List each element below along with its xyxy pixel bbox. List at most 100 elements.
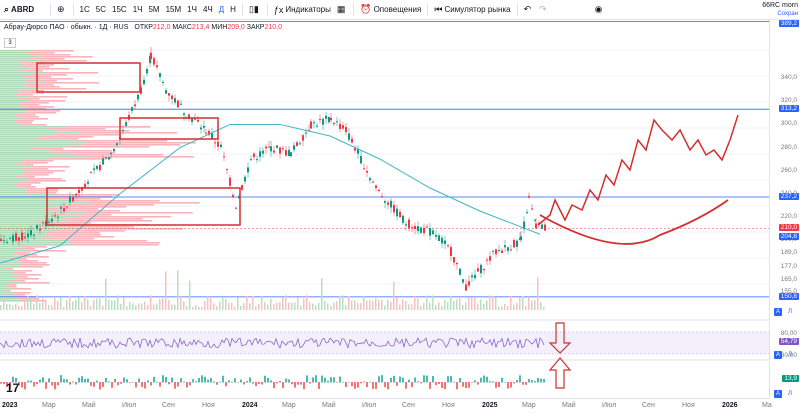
moving-average-line [0,123,541,264]
interval-15m[interactable]: 15М [165,5,182,14]
macd-bar [75,382,77,385]
volume-profile-bar [0,160,25,162]
volume-bar [285,295,287,310]
volume-bar [522,296,524,310]
volume-profile-bar [22,66,50,68]
volume-bar [525,305,527,310]
interval-5m[interactable]: 5М [148,5,160,14]
macd-bar [486,376,488,383]
time-axis[interactable]: 2023 Мар Май Июл Сен Ноя 2024 Мар Май Июл Сен Ноя 20… [0,398,772,413]
candle-body [54,215,56,217]
volume-bar [57,300,59,310]
candle-body [18,237,20,241]
candle-body [308,129,310,131]
log-scale-button[interactable]: Л [788,309,792,315]
volume-profile-bar [26,190,58,192]
candle-body [498,249,500,251]
undo-button[interactable]: ↶ [521,0,537,19]
interval-week[interactable]: Н [230,5,236,14]
divider [50,3,51,16]
account-area[interactable]: 66RC morn Сохран [744,0,800,19]
indicators-button[interactable]: ƒx Индикаторы [273,4,331,15]
chart-type-button[interactable]: ▯▮ [246,0,264,19]
snapshot-button[interactable]: ◉ [592,0,608,19]
volume-profile-bar [25,192,57,194]
volume-profile-bar [21,102,49,104]
volume-profile-bar [66,240,148,242]
time-tick: 2025 [482,402,498,409]
auto-scale-button[interactable]: A [774,390,782,398]
macd-bar [396,382,398,386]
macd-bar [375,382,377,389]
price-chart-area[interactable] [0,20,770,398]
save-status: Сохран [777,11,798,17]
candle-body [471,275,473,278]
add-symbol-button[interactable]: ⊕ [54,0,70,19]
symbol-search[interactable]: ⌕ ABRD [4,4,35,14]
price-label: 389,2 [778,20,799,27]
macd-bar [543,378,545,383]
volume-profile-bar [77,216,172,218]
layout-button[interactable]: ▦ [334,0,351,19]
interval-1h-b[interactable]: 1Ч [187,5,197,14]
redo-icon: ↷ [539,4,547,14]
candle-body [316,125,318,127]
price-axis[interactable]: 340,0320,0300,0280,0260,0240,0220,0200,0… [769,20,800,398]
volume-bar [72,301,74,310]
log-scale-button[interactable]: Л [788,352,792,358]
macd-bar [192,379,194,383]
annotation-box [119,117,219,140]
macd-bar [174,382,176,389]
macd-bar [186,382,188,388]
candle-body [302,135,304,141]
volume-profile-bar [0,274,19,276]
macd-bar [474,380,476,383]
volume-profile-bar [0,78,33,80]
volume-profile-bar [20,300,47,302]
macd-bar [99,382,101,390]
candle-body [510,249,512,251]
log-scale-button[interactable]: Л [788,391,792,397]
interval-1s[interactable]: 1С [79,5,90,14]
volume-profile-bar [0,70,20,72]
macd-bar [90,382,92,386]
volume-profile-bar [0,126,68,128]
volume-bar [465,302,467,310]
volume-profile-bar [82,228,184,230]
volume-bar [468,297,470,310]
volume-profile-bar [53,194,120,196]
indicator-collapse-button[interactable]: 3 [4,38,16,48]
interval-4h[interactable]: 4Ч [202,5,213,14]
volume-profile-bar [0,116,18,118]
interval-1h[interactable]: 1Ч [132,5,143,14]
volume-bar [102,305,104,310]
volume-profile-bar [14,94,34,96]
candle-body [426,226,428,228]
volume-bar [216,306,218,310]
interval-5s[interactable]: 5С [95,5,107,14]
volume-bar [228,302,230,310]
volume-bar [387,299,389,310]
candle-body [270,146,272,152]
replay-button[interactable]: ⏮ Симулятор рынка [434,4,511,14]
macd-bar [528,378,530,383]
tradingview-logo[interactable]: 17 [6,381,20,395]
time-tick: Мар [522,402,536,409]
macd-bar [162,375,164,383]
candle-body [9,238,11,240]
time-tick: Ноя [202,402,215,409]
auto-scale-button[interactable]: A [774,351,782,359]
candle-body [483,269,485,271]
auto-scale-button[interactable]: A [774,308,782,316]
volume-profile-bar [15,248,35,250]
rsi-line [0,337,545,350]
alerts-button[interactable]: ⏰ Оповещения [360,4,422,14]
volume-profile-bar [0,248,16,250]
candle-body [345,127,347,133]
interval-day[interactable]: Д [218,5,225,14]
redo-button[interactable]: ↷ [536,0,552,19]
interval-15s[interactable]: 15С [112,5,127,14]
volume-bar [300,305,302,310]
volume-bar [303,298,305,310]
macd-bar [243,382,245,385]
